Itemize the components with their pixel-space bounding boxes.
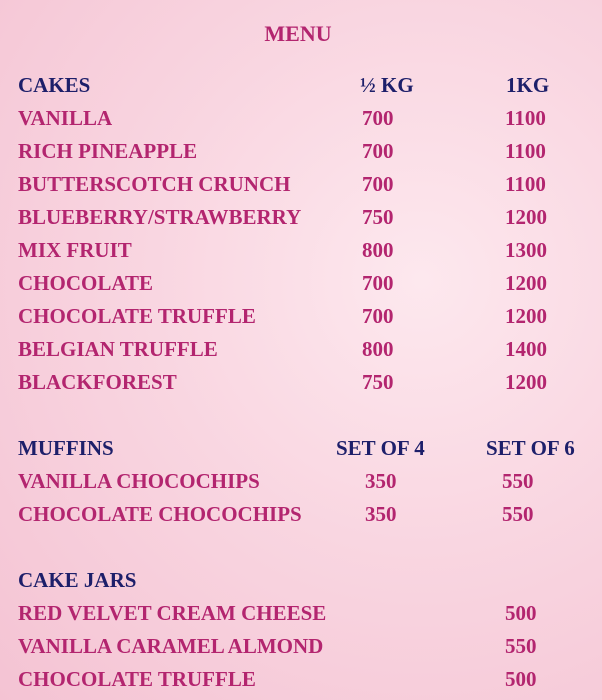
menu-item-price: 1200 bbox=[505, 271, 547, 295]
menu-item-name: CHOCOLATE bbox=[18, 271, 153, 295]
menu-item-price: 1300 bbox=[505, 238, 547, 262]
menu-item-price: 750 bbox=[362, 370, 394, 394]
menu-item-name: BUTTERSCOTCH CRUNCH bbox=[18, 172, 291, 196]
menu-item-name: BLUEBERRY/STRAWBERRY bbox=[18, 205, 302, 229]
menu-item-name: MIX FRUIT bbox=[18, 238, 132, 262]
menu-item-price: 700 bbox=[362, 271, 394, 295]
menu-item-price: 1100 bbox=[505, 139, 546, 163]
column-header: 1KG bbox=[506, 73, 550, 97]
menu-item-name: CHOCOLATE TRUFFLE bbox=[18, 304, 256, 328]
menu-item-price: 550 bbox=[502, 469, 534, 493]
cakes-heading: CAKES bbox=[18, 73, 91, 97]
menu-item-price: 350 bbox=[365, 502, 397, 526]
menu-item-price: 800 bbox=[362, 238, 394, 262]
menu-item-name: VANILLA CHOCOCHIPS bbox=[18, 469, 260, 493]
menu-item-name: CHOCOLATE TRUFFLE bbox=[18, 667, 256, 691]
menu-item-price: 500 bbox=[505, 601, 537, 625]
column-header: ½ KG bbox=[360, 73, 414, 97]
menu-item-name: CHOCOLATE CHOCOCHIPS bbox=[18, 502, 302, 526]
menu-item-price: 550 bbox=[505, 634, 537, 658]
muffins-heading: MUFFINS bbox=[18, 436, 114, 460]
menu-item-name: RED VELVET CREAM CHEESE bbox=[18, 601, 327, 625]
menu-item-price: 1200 bbox=[505, 370, 547, 394]
menu-item-name: VANILLA CARAMEL ALMOND bbox=[18, 634, 324, 658]
column-header: SET OF 6 bbox=[486, 436, 575, 460]
column-header: SET OF 4 bbox=[336, 436, 425, 460]
menu-item-price: 700 bbox=[362, 172, 394, 196]
menu-item-price: 1200 bbox=[505, 205, 547, 229]
menu-item-price: 1400 bbox=[505, 337, 547, 361]
menu-item-price: 800 bbox=[362, 337, 394, 361]
menu-item-price: 1100 bbox=[505, 172, 546, 196]
menu-item-price: 550 bbox=[502, 502, 534, 526]
menu-item-name: BLACKFOREST bbox=[18, 370, 177, 394]
menu-item-price: 1100 bbox=[505, 106, 546, 130]
menu-item-price: 700 bbox=[362, 304, 394, 328]
menu-item-price: 1200 bbox=[505, 304, 547, 328]
menu-item-price: 750 bbox=[362, 205, 394, 229]
menu-item-price: 700 bbox=[362, 106, 394, 130]
menu-item-price: 350 bbox=[365, 469, 397, 493]
menu-item-price: 700 bbox=[362, 139, 394, 163]
menu-item-price: 500 bbox=[505, 667, 537, 691]
menu-item-name: VANILLA bbox=[18, 106, 113, 130]
cake-jars-heading: CAKE JARS bbox=[18, 568, 137, 592]
menu-item-name: RICH PINEAPPLE bbox=[18, 139, 198, 163]
menu-title: MENU bbox=[264, 21, 332, 46]
menu-item-name: BELGIAN TRUFFLE bbox=[18, 337, 218, 361]
